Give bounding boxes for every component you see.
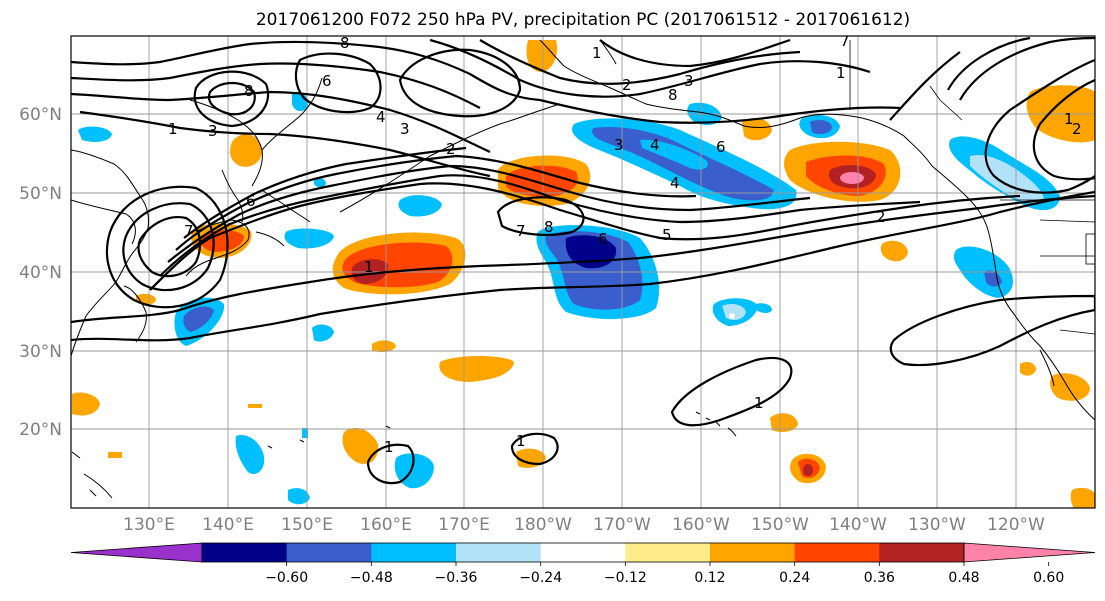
pv-label: 1	[754, 394, 764, 412]
pv-label: 5	[662, 226, 672, 244]
lat-label-20n: 20°N	[19, 420, 62, 440]
coast-alaska	[539, 39, 933, 167]
lon-label: 170°E	[438, 515, 490, 535]
pv-label: 3	[684, 72, 694, 90]
pv-label: 8	[340, 34, 350, 52]
pv-label: 8	[244, 82, 254, 100]
pv-loop-20n-180	[510, 432, 559, 466]
colorbar-outline	[201, 542, 965, 563]
colorbar-tick-label: −0.48	[350, 570, 393, 586]
colorbar-extend-low	[70, 542, 203, 563]
pv-loop-east-pacific	[889, 294, 1095, 367]
coast-hawaii	[695, 411, 737, 437]
lat-label-40n: 40°N	[19, 263, 62, 283]
lat-label-50n: 50°N	[19, 184, 62, 204]
lon-label: 140°W	[829, 515, 887, 535]
pv-label: 7	[184, 222, 194, 240]
pv-trough-na	[984, 58, 1095, 194]
pv-label: 8	[544, 218, 554, 236]
pv-label: 8	[668, 86, 678, 104]
lon-label: 140°E	[202, 515, 254, 535]
colorbar: −0.60 −0.48 −0.36 −0.24 −0.12 0.12 0.24 0.36 0.4…	[70, 542, 1096, 586]
lon-label: 130°E	[123, 515, 175, 535]
pv-contour-north-1	[71, 40, 541, 102]
pv-label: 1	[836, 64, 846, 82]
lon-label: 160°E	[360, 515, 412, 535]
pv-loop-japan	[137, 216, 202, 278]
longitude-labels: 130°E 140°E 150°E 160°E 170°E 180°W 170°…	[123, 515, 1045, 535]
lon-label: 160°W	[672, 515, 730, 535]
lat-label-30n: 30°N	[19, 342, 62, 362]
pv-loop-hawaii	[670, 356, 793, 427]
coast-japan	[185, 219, 250, 277]
pv-label: 7	[840, 32, 850, 50]
pv-contours	[71, 36, 1095, 485]
lon-label: 150°E	[281, 515, 333, 535]
colorbar-swatch	[202, 543, 288, 562]
coast-north-america	[931, 165, 1095, 421]
pv-label: 7	[516, 222, 526, 240]
lon-label: 180°W	[514, 515, 572, 535]
colorbar-swatch	[456, 543, 542, 562]
pv-loop-45n	[496, 196, 585, 236]
colorbar-tick-label: −0.60	[265, 570, 308, 586]
colorbar-tick-label: −0.24	[519, 570, 562, 586]
latitude-labels: 60°N 50°N 40°N 30°N 20°N	[19, 105, 62, 440]
lon-label: 130°W	[908, 515, 966, 535]
pv-label: 2	[1072, 120, 1082, 138]
coast-asia	[71, 149, 149, 357]
pv-label: 2	[622, 76, 632, 94]
pv-label: 1	[516, 432, 526, 450]
pv-label: 6	[322, 72, 332, 90]
pv-label: 3	[208, 122, 218, 140]
pv-label: 1	[168, 120, 178, 138]
colorbar-tick-label: −0.36	[435, 570, 478, 586]
pv-label: 4	[670, 174, 680, 192]
lat-label-60n: 60°N	[19, 105, 62, 125]
colorbar-swatch	[879, 543, 965, 562]
pv-contour-2	[71, 194, 1095, 324]
colorbar-tick-label: 0.60	[1033, 570, 1064, 586]
colorbar-swatch	[625, 543, 711, 562]
pv-contour-1-south	[71, 190, 1095, 342]
pv-contour-labels: 8 6 8 3 1 1 2 3 8 3 4 6 4 1 7 2 5 6 7 8 …	[168, 32, 1082, 456]
pv-label: 4	[650, 136, 660, 154]
colorbar-swatch	[371, 543, 457, 562]
colorbar-tick-label: 0.48	[948, 570, 979, 586]
pv-label: 3	[400, 120, 410, 138]
pv-label: 1	[592, 44, 602, 62]
colorbar-swatch	[540, 543, 626, 562]
colorbar-tick-label: −0.12	[604, 570, 647, 586]
lon-label: 120°W	[987, 515, 1045, 535]
colorbar-swatch	[794, 543, 880, 562]
colorbar-swatch	[710, 543, 796, 562]
pv-label: 1	[364, 258, 374, 276]
pv-label: 1	[384, 438, 394, 456]
colorbar-tick-label: 0.36	[864, 570, 895, 586]
pv-label: 2	[446, 140, 456, 158]
colorbar-swatch	[286, 543, 372, 562]
lon-label: 170°W	[593, 515, 651, 535]
lon-label: 150°W	[751, 515, 809, 535]
figure-title: 2017061200 F072 250 hPa PV, precipitatio…	[256, 10, 910, 30]
pv-label: 2	[876, 208, 886, 226]
precip-blob-kamchatka	[230, 134, 263, 167]
colorbar-tick-label: 0.24	[779, 570, 810, 586]
pv-label: 3	[614, 136, 624, 154]
pv-loop-20n-160e	[366, 443, 415, 485]
map-panel: 8 6 8 3 1 1 2 3 8 3 4 6 4 1 7 2 5 6 7 8 …	[71, 32, 1095, 508]
pv-label: 6	[716, 138, 726, 156]
pv-loop-okhotsk	[207, 81, 256, 116]
pv-label: 4	[376, 108, 386, 126]
colorbar-extend-high	[963, 542, 1096, 563]
pv-label: 6	[598, 230, 608, 248]
colorbar-tick-label: 0.12	[694, 570, 725, 586]
pv-label: 6	[246, 192, 256, 210]
map-frame	[70, 35, 1096, 509]
graticule	[71, 36, 1095, 508]
pv-label: 1	[1064, 110, 1074, 128]
